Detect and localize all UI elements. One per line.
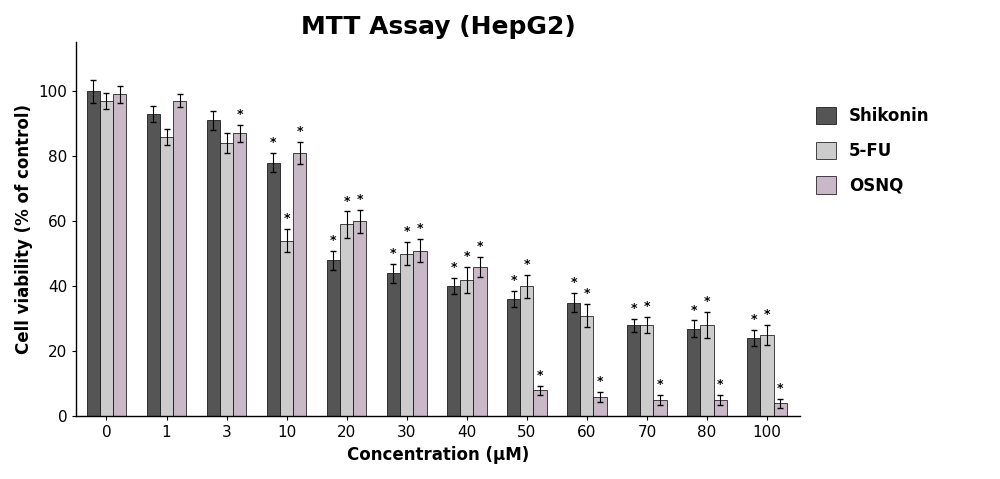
Bar [447, 286, 460, 416]
Bar [413, 251, 427, 416]
Bar [293, 153, 306, 416]
Bar [640, 325, 653, 416]
Bar [280, 241, 293, 416]
Bar [653, 400, 667, 416]
Bar [220, 143, 233, 416]
Text: *: * [704, 296, 710, 308]
Bar [507, 299, 520, 416]
Text: *: * [764, 308, 770, 321]
Bar [747, 338, 760, 416]
Bar [100, 101, 113, 416]
Text: *: * [417, 222, 423, 235]
Bar [113, 94, 126, 416]
Text: *: * [464, 250, 470, 263]
Text: *: * [777, 382, 783, 395]
Text: *: * [283, 213, 290, 226]
Text: *: * [630, 302, 637, 315]
Bar [473, 267, 487, 416]
Bar [173, 101, 186, 416]
Bar [533, 390, 547, 416]
Bar [147, 114, 160, 416]
Text: *: * [297, 125, 303, 137]
Bar [567, 303, 580, 416]
Text: *: * [330, 234, 337, 247]
Text: *: * [390, 247, 397, 260]
Bar [774, 403, 787, 416]
Bar [387, 274, 400, 416]
Text: *: * [524, 258, 530, 271]
Y-axis label: Cell viability (% of control): Cell viability (% of control) [15, 104, 33, 354]
Text: *: * [477, 240, 483, 253]
Bar [87, 91, 100, 416]
Bar [593, 397, 607, 416]
Text: *: * [357, 193, 363, 206]
Text: *: * [403, 226, 410, 239]
Bar [400, 254, 413, 416]
Bar [700, 325, 714, 416]
Bar [340, 225, 353, 416]
Bar [160, 137, 173, 416]
Bar [207, 120, 220, 416]
Bar [627, 325, 640, 416]
Text: *: * [510, 274, 517, 287]
Bar [353, 221, 366, 416]
Text: *: * [690, 304, 697, 317]
Bar [460, 280, 473, 416]
Text: *: * [597, 375, 603, 388]
Legend: Shikonin, 5-FU, OSNQ: Shikonin, 5-FU, OSNQ [816, 107, 929, 194]
Bar [520, 286, 533, 416]
Text: *: * [717, 378, 723, 391]
Text: *: * [537, 369, 543, 382]
Bar [233, 134, 246, 416]
Text: *: * [450, 261, 457, 274]
Bar [687, 329, 700, 416]
Title: MTT Assay (HepG2): MTT Assay (HepG2) [301, 15, 576, 39]
Text: *: * [751, 313, 757, 326]
Bar [760, 335, 774, 416]
Text: *: * [657, 378, 663, 391]
Bar [267, 163, 280, 416]
Bar [714, 400, 727, 416]
Bar [580, 316, 593, 416]
Text: *: * [343, 194, 350, 207]
Text: *: * [584, 287, 590, 300]
Text: *: * [644, 300, 650, 313]
Text: *: * [237, 108, 243, 121]
Text: *: * [570, 276, 577, 289]
X-axis label: Concentration (μM): Concentration (μM) [347, 446, 529, 464]
Bar [327, 260, 340, 416]
Text: *: * [270, 136, 277, 149]
